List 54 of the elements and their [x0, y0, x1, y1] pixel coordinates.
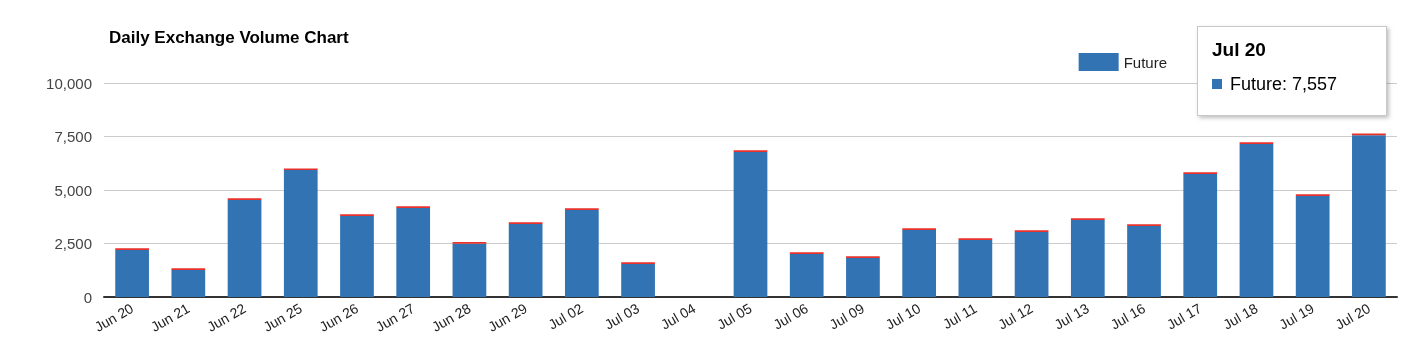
- bar: [227, 200, 262, 297]
- x-tick-label: Jul 09: [826, 299, 868, 333]
- bar: [902, 230, 937, 297]
- x-tick-label: Jul 06: [770, 299, 811, 333]
- bar: [564, 209, 599, 297]
- bar: [1183, 173, 1218, 297]
- x-tick-label: Jun 22: [204, 299, 249, 335]
- bar: [1295, 195, 1330, 297]
- x-tick-label: Jul 17: [1163, 299, 1205, 333]
- x-tick-label: Jul 20: [1332, 299, 1374, 333]
- x-tick-label: Jun 21: [147, 299, 193, 335]
- x-tick-label: Jul 16: [1107, 299, 1149, 333]
- x-tick-label: Jul 11: [939, 299, 980, 333]
- y-tick-label: 10,000: [46, 74, 92, 92]
- x-tick-label: Jul 13: [1051, 299, 1092, 333]
- bar: [1239, 143, 1274, 297]
- bar: [452, 243, 487, 297]
- y-tick-label: 5,000: [54, 181, 92, 199]
- bar: [1127, 225, 1161, 297]
- bar: [958, 240, 993, 297]
- y-tick-label: 0: [83, 288, 92, 306]
- bar: [340, 215, 374, 297]
- bar: [1352, 135, 1386, 297]
- legend-label: Future: [1123, 53, 1168, 71]
- bar: [1014, 231, 1049, 297]
- bar: [621, 264, 655, 297]
- y-tick-label: 7,500: [54, 128, 92, 145]
- x-tick-label: Jul 05: [714, 299, 755, 333]
- bar: [789, 253, 824, 297]
- x-tick-label: Jul 18: [1220, 299, 1261, 333]
- y-tick-label: 2,500: [54, 235, 92, 252]
- annotation: Future: 7,557: [1230, 74, 1338, 95]
- x-tick-label: Jul 10: [882, 299, 924, 333]
- bar: [171, 270, 206, 297]
- x-tick-label: Jun 29: [485, 299, 530, 335]
- bar: [396, 207, 431, 297]
- bar: [733, 151, 768, 297]
- x-tick-label: Jul 02: [545, 299, 587, 333]
- x-tick-label: Jun 25: [260, 299, 305, 335]
- x-tick-label: Jul 03: [601, 299, 643, 333]
- x-tick-label: Jun 28: [429, 299, 474, 335]
- x-tick-label: Jul 12: [995, 299, 1036, 333]
- bar: [508, 224, 543, 297]
- tooltip-box: Jul 20 Future: 7,557: [1197, 26, 1387, 116]
- x-tick-label: Jun 20: [91, 299, 137, 335]
- bar: [1070, 219, 1105, 297]
- x-tick-label: Jun 26: [316, 299, 362, 335]
- bar: [283, 170, 318, 297]
- x-tick-label: Jul 04: [657, 299, 699, 333]
- x-tick-label: Jul 19: [1276, 299, 1317, 333]
- bar: [115, 249, 149, 297]
- chart-title: Daily Exchange Volume Chart: [109, 28, 349, 47]
- x-tick-label: Jun 27: [372, 299, 418, 335]
- bar: [846, 258, 880, 297]
